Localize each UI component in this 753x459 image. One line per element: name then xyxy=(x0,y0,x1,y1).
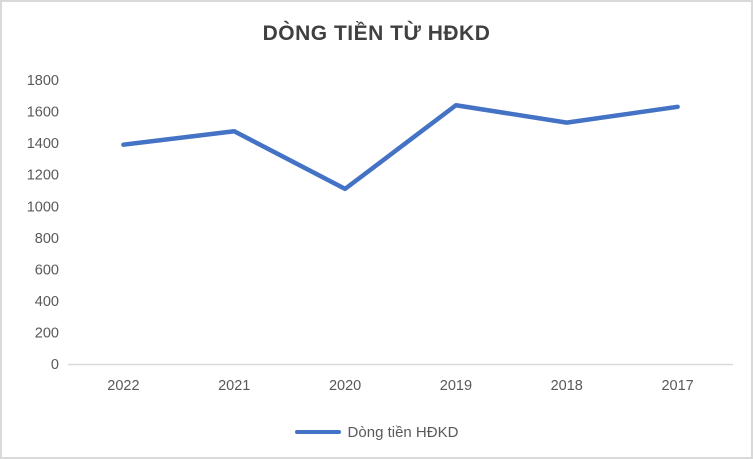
y-axis-tick-label: 200 xyxy=(35,326,59,342)
x-axis-tick-label: 2022 xyxy=(107,378,139,394)
y-axis-tick-label: 1800 xyxy=(27,73,59,89)
chart-title: DÒNG TIỀN TỪ HĐKD xyxy=(262,22,491,45)
x-axis-tick-label: 2019 xyxy=(440,378,472,394)
y-axis-tick-label: 800 xyxy=(35,231,59,247)
y-axis-tick-label: 0 xyxy=(51,357,59,373)
series-line xyxy=(121,102,680,192)
y-axis-tick-label: 1400 xyxy=(27,136,59,152)
y-axis-tick-label: 1000 xyxy=(27,199,59,215)
x-axis-tick-label: 2017 xyxy=(661,378,693,394)
x-axis-tick-label: 2020 xyxy=(329,378,361,394)
y-axis-tick-label: 1200 xyxy=(27,168,59,184)
x-axis-tick-label: 2018 xyxy=(551,378,583,394)
legend: Dòng tiền HĐKD xyxy=(2,419,751,445)
x-axis-tick-label: 2021 xyxy=(218,378,250,394)
y-axis-tick-label: 600 xyxy=(35,262,59,278)
legend-line-swatch xyxy=(294,429,341,435)
y-axis-tick-label: 1600 xyxy=(27,105,59,121)
legend-series-label: Dòng tiền HĐKD xyxy=(347,423,459,441)
y-axis-tick-label: 400 xyxy=(35,294,59,310)
